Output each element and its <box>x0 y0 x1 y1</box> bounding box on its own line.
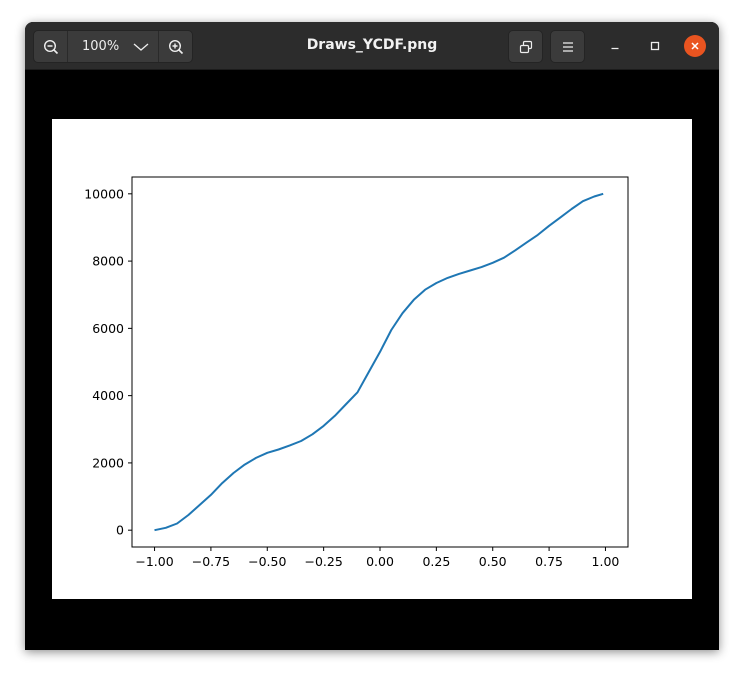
hamburger-menu-icon <box>562 41 573 52</box>
x-tick-label: 1.00 <box>592 554 620 569</box>
ycdf-line-chart: −1.00 −0.75 −0.50 −0.25 0.00 0.25 0.50 0.75 1.00… <box>84 176 629 569</box>
x-tick-label: 0.50 <box>479 554 507 569</box>
close-icon <box>691 42 699 50</box>
restore-icon <box>519 40 532 53</box>
minimize-button[interactable] <box>604 35 626 57</box>
plot-frame <box>131 176 629 548</box>
series-line-0 <box>154 192 604 532</box>
zoom-controls: 100% <box>33 30 193 63</box>
zoom-in-button[interactable] <box>158 31 192 62</box>
zoom-out-button[interactable] <box>34 31 68 62</box>
image-canvas[interactable]: −1.00 −0.75 −0.50 −0.25 0.00 0.25 0.50 0.75 1.00… <box>25 70 719 650</box>
y-tick-label: 2000 <box>92 455 124 470</box>
zoom-level-dropdown[interactable]: 100% <box>68 31 158 62</box>
zoom-in-icon <box>168 39 183 54</box>
x-tick-label: 0.00 <box>366 554 394 569</box>
x-tick-label: 0.75 <box>535 554 563 569</box>
y-tick-label: 10000 <box>84 186 124 201</box>
x-tick-label: −0.50 <box>248 554 286 569</box>
main-menu-button[interactable] <box>550 30 585 63</box>
zoom-out-icon <box>43 39 58 54</box>
maximize-button[interactable] <box>644 35 666 57</box>
close-button[interactable] <box>684 35 706 57</box>
y-tick-label: 8000 <box>92 254 124 269</box>
maximize-icon <box>650 41 660 51</box>
y-tick-label: 4000 <box>92 388 124 403</box>
minimize-icon <box>611 47 619 50</box>
x-tick-label: −1.00 <box>135 554 173 569</box>
x-tick-label: −0.75 <box>192 554 230 569</box>
chevron-down-icon <box>133 43 149 51</box>
zoom-level-value: 100% <box>82 39 120 54</box>
y-tick-label: 0 <box>116 523 124 538</box>
fit-window-button[interactable] <box>508 30 543 63</box>
x-tick-label: −0.25 <box>304 554 342 569</box>
image-viewer-window: 100% Draws_YCDF.png <box>25 22 719 650</box>
header-bar: 100% Draws_YCDF.png <box>25 22 719 70</box>
displayed-image: −1.00 −0.75 −0.50 −0.25 0.00 0.25 0.50 0.75 1.00… <box>52 119 692 599</box>
x-tick-label: 0.25 <box>422 554 450 569</box>
y-tick-label: 6000 <box>92 321 124 336</box>
